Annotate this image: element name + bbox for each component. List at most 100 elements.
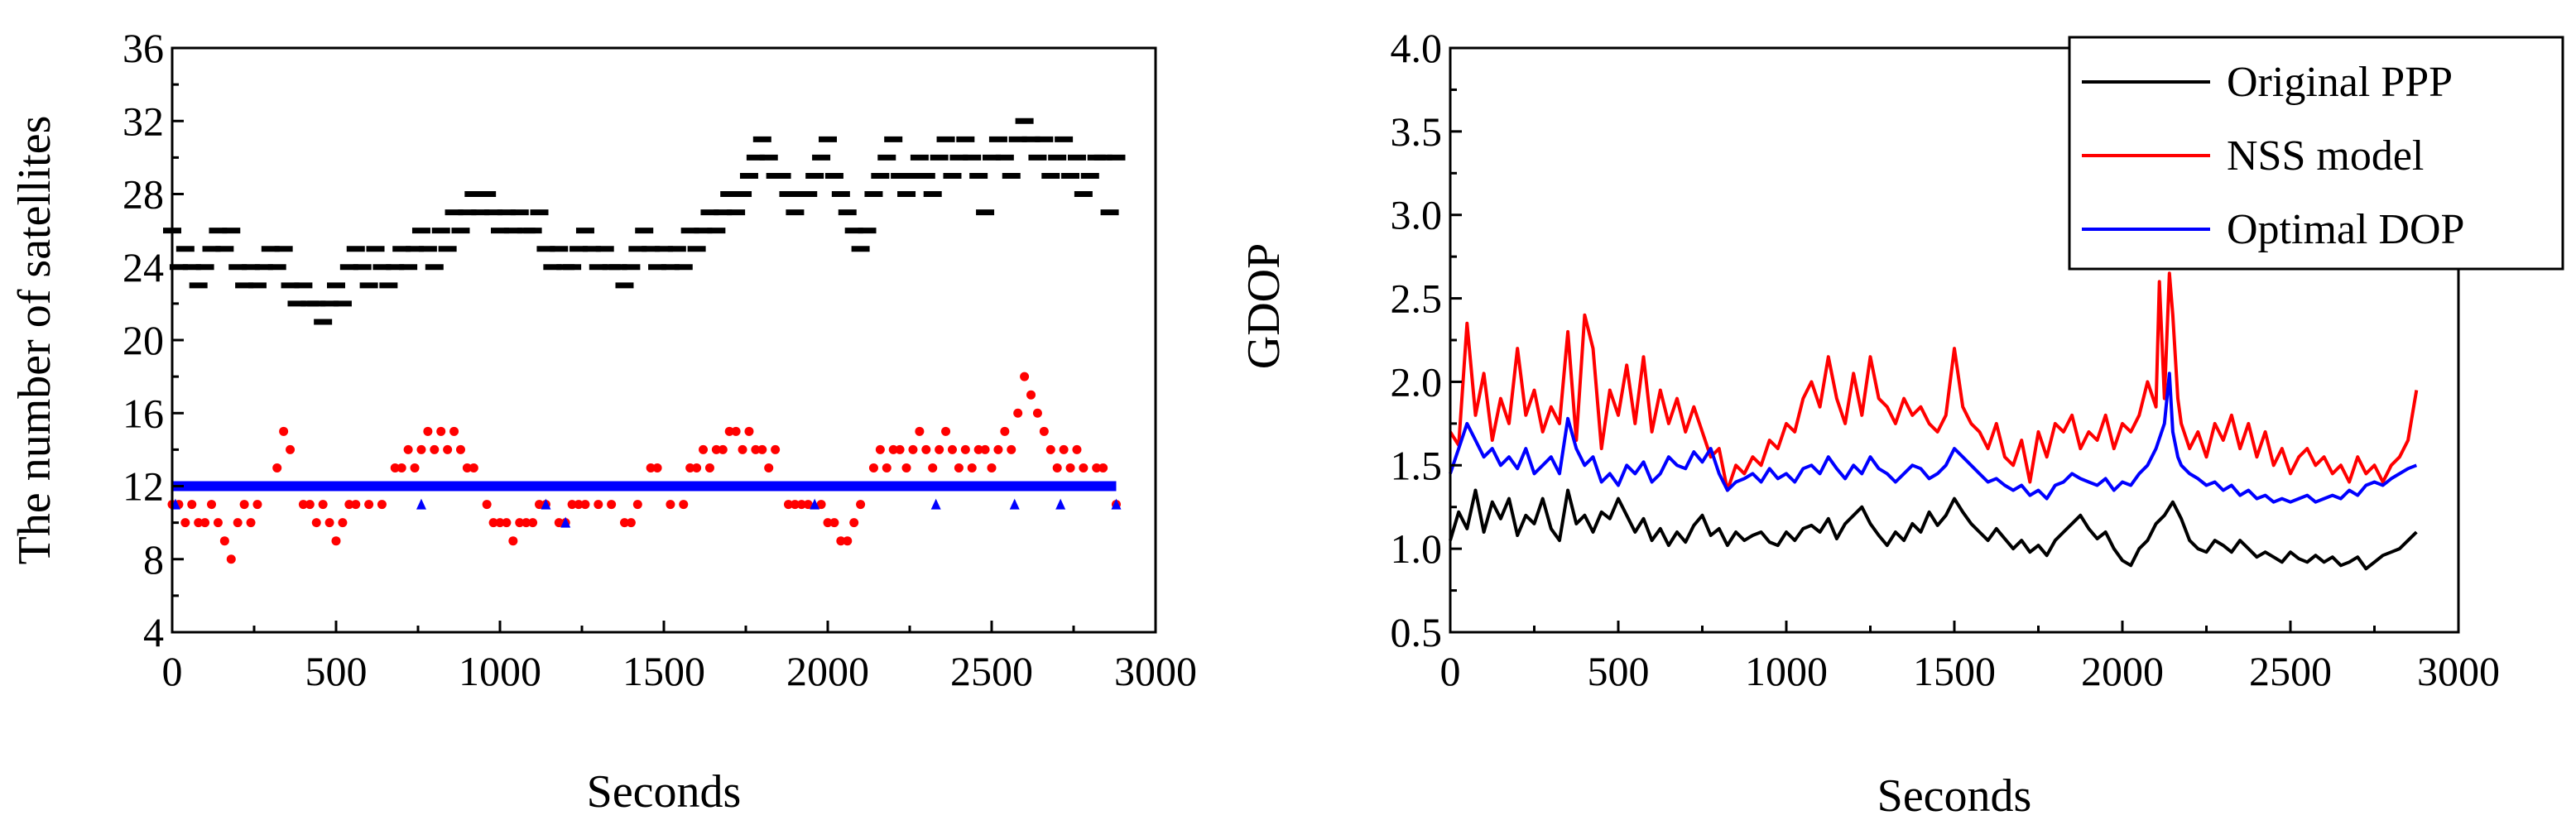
nss-count-point (279, 426, 289, 436)
nss-count-point (1065, 463, 1075, 472)
nss-count-point (1072, 444, 1082, 454)
nss-count-point (868, 463, 878, 472)
nss-count-point (935, 444, 944, 454)
optimal-count-point (560, 516, 571, 528)
optimal-count-point (416, 498, 426, 510)
y-tick-label: 3.0 (1391, 192, 1443, 238)
nss-count-point (744, 426, 754, 436)
right-axis-ticks: 0 500 1000 1500 2000 2500 3000 0.5 1.0 1.5 2.0 2.5 3… (1391, 25, 2501, 694)
nss-count-point (843, 536, 853, 546)
nss-count-point (921, 444, 931, 454)
nss-count-point (423, 426, 433, 436)
nss-count-point (692, 463, 702, 472)
nss-count-point (829, 518, 839, 528)
nss-count-point (436, 426, 446, 436)
y-tick-label: 4.0 (1391, 25, 1443, 71)
nss-count-point (699, 444, 709, 454)
nss-count-point (711, 444, 721, 454)
x-tick-label: 1000 (459, 648, 541, 694)
y-tick-label: 3.5 (1391, 108, 1443, 155)
nss-count-point (298, 500, 308, 510)
x-tick-label: 2000 (786, 648, 869, 694)
nss-count-point (619, 518, 629, 528)
nss-count-point (580, 500, 590, 510)
nss-count-point (1007, 444, 1016, 454)
nss-count-point (679, 500, 689, 510)
nss-count-point (973, 444, 983, 454)
y-tick-label: 8 (143, 536, 164, 583)
nss-count-point (1026, 390, 1036, 400)
nss-count-point (416, 444, 426, 454)
nss-count-point (410, 463, 420, 472)
x-tick-label: 500 (1588, 648, 1650, 694)
nss-count-point (495, 518, 505, 528)
original-ppp-line (1449, 488, 2418, 571)
nss-count-point (901, 463, 911, 472)
nss-count-point (724, 426, 734, 436)
y-tick-label: 16 (123, 390, 164, 436)
nss-count-point (311, 518, 321, 528)
nss-count-point (324, 518, 334, 528)
nss-count-point (908, 444, 918, 454)
nss-count-point (764, 463, 774, 472)
nss-count-point (377, 500, 387, 510)
x-tick-label: 3000 (1114, 648, 1197, 694)
nss-count-point (239, 500, 249, 510)
optimal-count-point (1055, 498, 1066, 510)
nss-count-point (1079, 463, 1089, 472)
optimal-count-point (541, 498, 551, 510)
nss-count-point (666, 500, 675, 510)
nss-count-point (771, 444, 781, 454)
nss-count-point (364, 500, 374, 510)
nss-count-point (528, 518, 538, 528)
nss-count-point (594, 500, 603, 510)
nss-count-point (987, 463, 997, 472)
x-tick-label: 0 (1440, 648, 1461, 694)
optimal-count-point (810, 498, 820, 510)
nss-count-point (875, 444, 885, 454)
optimal-dop-line (1449, 372, 2418, 504)
nss-count-point (947, 444, 957, 454)
y-tick-label: 2.0 (1391, 358, 1443, 405)
nss-count-point (219, 536, 229, 546)
nss-count-point (554, 518, 564, 528)
nss-count-point (704, 463, 714, 472)
nss-count-point (941, 426, 951, 436)
nss-count-point (305, 500, 315, 510)
nss-model-line (1449, 271, 2419, 492)
nss-count-point (685, 463, 695, 472)
x-tick-label: 2500 (2249, 648, 2332, 694)
nss-count-point (488, 518, 498, 528)
nss-count-point (1032, 408, 1042, 418)
nss-count-point (967, 463, 977, 472)
nss-count-point (783, 500, 793, 510)
nss-count-point (738, 444, 747, 454)
nss-count-point (1020, 372, 1030, 381)
nss-count-point (396, 463, 406, 472)
nss-count-point (731, 426, 741, 436)
optimal-count-point (1009, 498, 1020, 510)
legend-label-optimal-dop: Optimal DOP (2227, 206, 2464, 253)
y-tick-label: 0.5 (1391, 609, 1443, 655)
nss-count-point (751, 444, 761, 454)
nss-count-point (286, 444, 296, 454)
nss-count-point (1039, 426, 1049, 436)
y-tick-label: 1.0 (1391, 525, 1443, 572)
optimal-count-point (1111, 498, 1122, 510)
satellite-count-chart: 0 500 1000 1500 2000 2500 3000 4 8 12 16 20 24 28 32 36… (9, 25, 1197, 818)
nss-count-point (449, 426, 459, 436)
nss-count-point (443, 444, 453, 454)
nss-count-point (318, 500, 328, 510)
nss-count-point (1092, 463, 1102, 472)
nss-count-point (508, 536, 518, 546)
right-x-axis-title: Seconds (1877, 770, 2032, 822)
nss-count-point (915, 426, 925, 436)
y-tick-label: 12 (123, 463, 164, 510)
nss-count-point (960, 444, 970, 454)
legend: Original PPP NSS model Optimal DOP (2068, 36, 2564, 271)
nss-count-point (338, 518, 348, 528)
nss-count-point (803, 500, 813, 510)
x-tick-label: 500 (305, 648, 368, 694)
nss-count-point (403, 444, 413, 454)
